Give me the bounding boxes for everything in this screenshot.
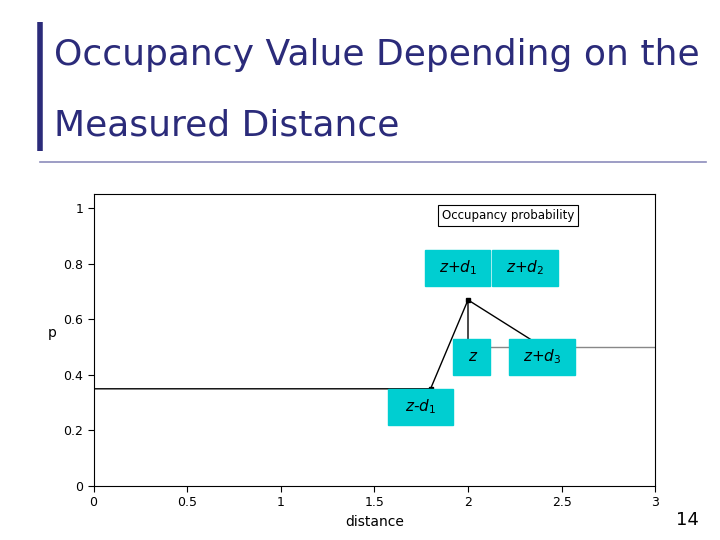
- FancyBboxPatch shape: [387, 389, 453, 425]
- Line: Occupancy probability: Occupancy probability: [94, 300, 468, 389]
- FancyBboxPatch shape: [509, 339, 575, 375]
- Text: Occupancy probability: Occupancy probability: [442, 209, 574, 222]
- Text: z: z: [468, 349, 476, 364]
- Text: z-d$_1$: z-d$_1$: [405, 397, 436, 416]
- Occupancy probability: [464, 296, 472, 303]
- Occupancy probability: [426, 386, 435, 392]
- FancyBboxPatch shape: [453, 339, 490, 375]
- Text: z+d$_3$: z+d$_3$: [523, 348, 561, 366]
- FancyBboxPatch shape: [425, 250, 490, 286]
- Occupancy probability: [464, 344, 472, 350]
- Text: z+d$_1$: z+d$_1$: [438, 259, 477, 278]
- X-axis label: distance: distance: [345, 515, 404, 529]
- Text: Occupancy Value Depending on the: Occupancy Value Depending on the: [54, 38, 700, 72]
- Y-axis label: p: p: [48, 326, 56, 340]
- Occupancy probability: [89, 386, 98, 392]
- FancyBboxPatch shape: [492, 250, 558, 286]
- Text: Measured Distance: Measured Distance: [54, 108, 400, 142]
- Text: 14: 14: [675, 511, 698, 529]
- Text: z+d$_2$: z+d$_2$: [506, 259, 544, 278]
